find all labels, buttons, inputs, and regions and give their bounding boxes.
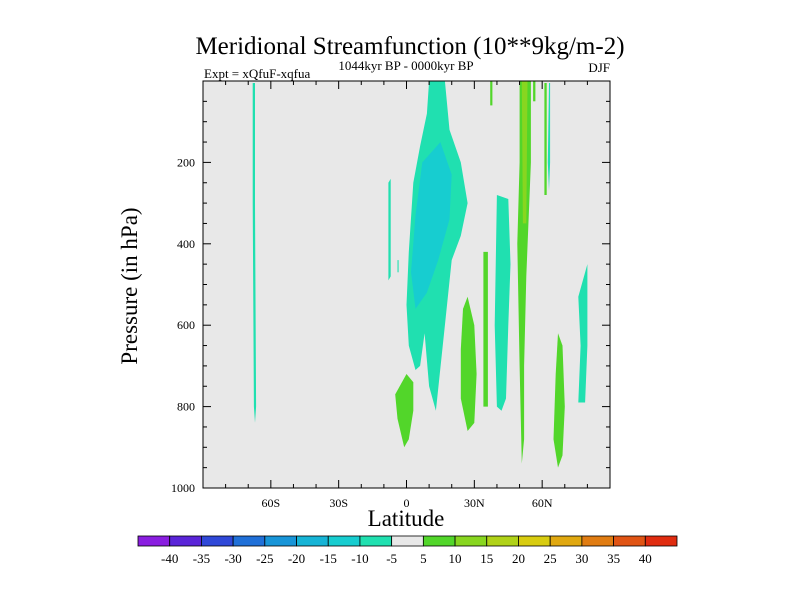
colorbar-swatch [169,535,202,547]
colorbar-label: 35 [607,551,620,566]
axis-ticks: 60S 30S 0 30N 60N 200 400 600 800 1000 [171,81,610,510]
colorbar-swatch [613,535,646,547]
colorbar-label: -15 [320,551,337,566]
colorbar-swatch [264,535,297,547]
contour-region-cyan-band-nh [578,264,588,403]
contour-region-cyan-dot-west [397,260,399,273]
colorbar-swatch [422,535,456,547]
x-tick-label: 60S [261,496,280,510]
contour-region-green-core-nh [521,81,528,224]
contour-region-green-tall-nh [517,81,531,464]
colorbar-swatch [391,535,424,547]
colorbar-label: 5 [420,551,427,566]
colorbar-label: -20 [288,551,305,566]
colorbar-label: -35 [193,551,210,566]
x-tick-label: 30N [464,496,485,510]
contour-region-green-blob-c [483,251,488,407]
contour-region-eq-cyan-core [411,142,452,309]
y-tick-label: 200 [177,155,195,169]
chart-title: Meridional Streamfunction (10**9kg/m-2) [195,33,624,60]
colorbar-swatch [137,535,171,547]
period-label: 1044kyr BP - 0000kyr BP [338,58,473,73]
colorbar-label: -30 [224,551,241,566]
colorbar-label: 15 [480,551,493,566]
x-tick-label: 0 [404,496,410,510]
colorbar-label: -10 [351,551,368,566]
contour-region-green-strip-nh [490,81,493,106]
colorbar-swatch [549,535,583,547]
contour-region-green-thin-a [533,81,536,102]
colorbar-swatch [644,535,678,547]
y-tick-label: 400 [177,237,195,251]
y-tick-label: 600 [177,318,195,332]
colorbar-swatch [327,535,361,547]
contour-region-green-blob-b [460,296,477,431]
colorbar-swatch [486,535,519,547]
season-label: DJF [588,60,610,75]
experiment-label: Expt = xQfuF-xqfua [204,66,310,81]
colorbar-swatch [581,535,614,547]
colorbar-swatch [201,535,234,547]
colorbar-label: -40 [161,551,178,566]
y-axis-label: Pressure (in hPa) [117,207,142,364]
colorbar-swatch [232,535,266,547]
colorbar-label: -25 [256,551,273,566]
contour-region-green-blob-a [395,374,414,448]
colorbar-swatch [454,535,488,547]
colorbar-label: 25 [544,551,557,566]
colorbar-swatch [296,535,329,547]
y-tick-label: 800 [177,400,195,414]
colorbar-label: 20 [512,551,525,566]
colorbar: -40 -35 -30 -25 -20 -15 -10 -5 5 10 15 20 25 30 35 40 [137,535,678,566]
colorbar-label: 40 [639,551,652,566]
colorbar-swatch [518,535,551,547]
colorbar-label: 30 [575,551,588,566]
contour-region-cyan-patch-west [388,178,391,281]
contour-region-green-band-far [553,333,565,468]
contour-region-cyan-strip-ne [547,83,551,191]
colorbar-label: 10 [449,551,462,566]
contour-region-sh-cyan-strip [252,83,257,423]
x-tick-label: 60N [532,496,553,510]
contour-region-cyan-band-mid [494,195,511,411]
colorbar-label: -5 [386,551,397,566]
contour-region-green-thin-b [544,83,547,195]
colorbar-swatch [359,535,393,547]
plot-area [202,80,611,489]
x-axis-label: Latitude [368,506,445,531]
x-tick-label: 30S [329,496,348,510]
y-tick-label: 1000 [171,481,195,495]
